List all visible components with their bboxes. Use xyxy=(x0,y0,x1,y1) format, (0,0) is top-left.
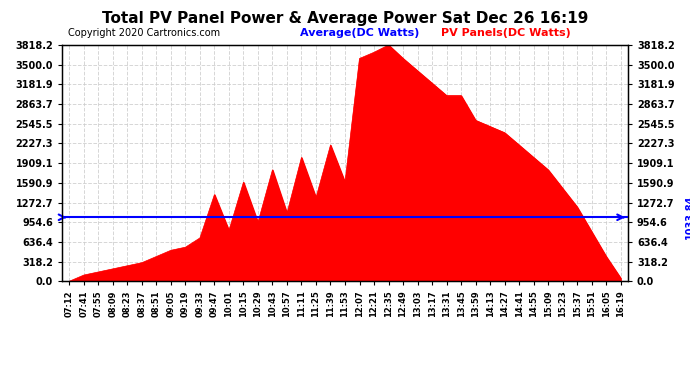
Text: 1033.84: 1033.84 xyxy=(685,195,690,240)
Text: Total PV Panel Power & Average Power Sat Dec 26 16:19: Total PV Panel Power & Average Power Sat… xyxy=(102,11,588,26)
Text: Average(DC Watts): Average(DC Watts) xyxy=(299,28,419,39)
Text: Copyright 2020 Cartronics.com: Copyright 2020 Cartronics.com xyxy=(68,28,220,39)
Text: PV Panels(DC Watts): PV Panels(DC Watts) xyxy=(441,28,571,39)
